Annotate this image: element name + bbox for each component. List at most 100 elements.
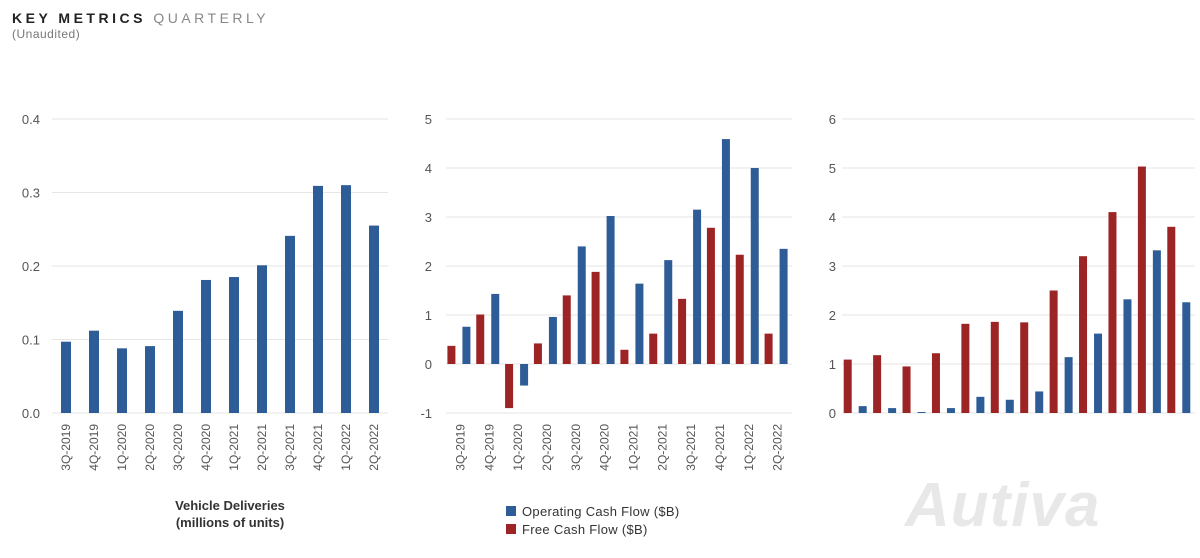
chart2-bar-blue bbox=[721, 139, 730, 364]
chart3-bar-red bbox=[1079, 256, 1088, 413]
legend-label: Operating Cash Flow ($B) bbox=[522, 503, 680, 519]
chart1-bar-blue bbox=[229, 277, 239, 413]
chart1-xtick-label: 2Q-2020 bbox=[143, 424, 157, 471]
chart2-bar-red bbox=[533, 343, 542, 364]
chart2-ytick-label: 3 bbox=[425, 210, 432, 225]
legend-swatch-red bbox=[506, 524, 516, 534]
chart2-bar-red bbox=[447, 345, 456, 364]
chart2-bar-blue bbox=[635, 283, 644, 364]
chart3-bar-blue bbox=[888, 408, 897, 413]
chart2-ytick-label: 5 bbox=[425, 112, 432, 127]
chart3-bar-red bbox=[1167, 226, 1176, 413]
chart1-xlabel-line1: Vehicle Deliveries bbox=[175, 498, 285, 513]
chart2-bar-red bbox=[706, 227, 715, 364]
chart1-ytick-label: 0.2 bbox=[22, 259, 40, 274]
chart2-bar-blue bbox=[491, 293, 500, 364]
chart2-xtick-label: 4Q-2021 bbox=[713, 424, 727, 471]
chart1-xtick-label: 4Q-2021 bbox=[311, 424, 325, 471]
chart1-xtick-label: 2Q-2021 bbox=[255, 424, 269, 471]
chart3-bar-blue bbox=[1094, 333, 1103, 413]
chart2-xtick-label: 2Q-2020 bbox=[540, 424, 554, 471]
title-light: QUARTERLY bbox=[153, 10, 270, 26]
chart3-bar-blue bbox=[1035, 391, 1044, 413]
chart3-bar-blue bbox=[1152, 250, 1161, 413]
chart1-ytick-label: 0.1 bbox=[22, 333, 40, 348]
chart1-bar-blue bbox=[145, 346, 155, 413]
header: KEY METRICS QUARTERLY (Unaudited) bbox=[12, 10, 269, 41]
chart1-xtick-label: 3Q-2019 bbox=[59, 424, 73, 471]
chart3-bar-red bbox=[1108, 212, 1117, 413]
chart1-ytick-label: 0.0 bbox=[22, 406, 40, 421]
chart2-ytick-label: 1 bbox=[425, 308, 432, 323]
chart2-bar-blue bbox=[779, 248, 788, 364]
page-subtitle: (Unaudited) bbox=[12, 27, 81, 41]
chart3-ytick-label: 4 bbox=[829, 210, 836, 225]
page-title: KEY METRICS QUARTERLY bbox=[12, 10, 269, 26]
chart1-bar-blue bbox=[61, 341, 71, 413]
chart3-bar-red bbox=[961, 323, 970, 413]
chart2-xtick-label: 1Q-2020 bbox=[511, 424, 525, 471]
chart2-bar-red bbox=[735, 254, 744, 364]
chart2-xtick-label: 2Q-2022 bbox=[771, 424, 785, 471]
chart2-bar-blue bbox=[664, 260, 673, 364]
title-bold: KEY METRICS bbox=[12, 10, 146, 26]
chart1-bar-blue bbox=[341, 185, 351, 413]
chart1-xtick-label: 2Q-2022 bbox=[367, 424, 381, 471]
chart1-xtick-label: 3Q-2020 bbox=[171, 424, 185, 471]
chart2-xtick-label: 4Q-2019 bbox=[482, 424, 496, 471]
chart3-ytick-label: 2 bbox=[829, 308, 836, 323]
chart3-bar-blue bbox=[946, 408, 955, 413]
chart1-xtick-label: 4Q-2020 bbox=[199, 424, 213, 471]
chart3-ytick-label: 3 bbox=[829, 259, 836, 274]
chart1-bar-blue bbox=[369, 225, 379, 413]
chart2-bar-blue bbox=[548, 316, 557, 364]
chart2-bar-blue bbox=[693, 209, 702, 364]
chart1-xlabel: Vehicle Deliveries (millions of units) bbox=[120, 497, 340, 531]
chart2-bar-blue bbox=[606, 216, 615, 364]
chart3-bar-red bbox=[931, 353, 940, 413]
chart2-bar-blue bbox=[750, 168, 759, 364]
chart3-bar-blue bbox=[858, 406, 867, 413]
chart1-xtick-label: 1Q-2020 bbox=[115, 424, 129, 471]
chart2-bar-red bbox=[562, 295, 571, 364]
chart1-ytick-label: 0.4 bbox=[22, 112, 40, 127]
chart3-bar-blue bbox=[1064, 357, 1073, 413]
chart2-bar-red bbox=[505, 364, 514, 409]
chart2-ytick-label: -1 bbox=[420, 406, 432, 421]
chart2-bar-red bbox=[649, 333, 658, 364]
chart1-xlabel-line2: (millions of units) bbox=[175, 515, 285, 530]
chart3-bar-red bbox=[873, 355, 882, 413]
chart1-bar-blue bbox=[285, 235, 295, 413]
chart1-xtick-label: 4Q-2019 bbox=[87, 424, 101, 471]
chart3-bar-red bbox=[1020, 322, 1029, 413]
legend-item-free-cash-flow: Free Cash Flow ($B) bbox=[506, 520, 679, 538]
chart1-bar-blue bbox=[117, 348, 127, 413]
chart2-bar-red bbox=[591, 271, 600, 364]
chart3-ytick-label: 0 bbox=[829, 406, 836, 421]
chart3-ytick-label: 1 bbox=[829, 357, 836, 372]
chart3-bar-red bbox=[1049, 290, 1058, 413]
chart1-bar-blue bbox=[201, 279, 211, 413]
chart1-ytick-label: 0.3 bbox=[22, 186, 40, 201]
chart2-legend: Operating Cash Flow ($B) Free Cash Flow … bbox=[506, 502, 679, 538]
chart2-ytick-label: 4 bbox=[425, 161, 432, 176]
chart2-bar-red bbox=[476, 314, 485, 364]
chart2-xtick-label: 4Q-2020 bbox=[598, 424, 612, 471]
chart2-xtick-label: 3Q-2021 bbox=[684, 424, 698, 471]
chart1-xtick-label: 3Q-2021 bbox=[283, 424, 297, 471]
watermark-logo: Autiva bbox=[905, 471, 1101, 540]
chart3-bar-blue bbox=[917, 412, 926, 414]
chart1-xtick-label: 1Q-2022 bbox=[339, 424, 353, 471]
legend-label: Free Cash Flow ($B) bbox=[522, 521, 648, 537]
chart2-bar-red bbox=[764, 333, 773, 364]
chart3-bar-red bbox=[902, 366, 911, 413]
chart3-bar-blue bbox=[1005, 399, 1014, 413]
chart3-bar-red bbox=[1137, 166, 1146, 413]
chart1-bar-blue bbox=[89, 330, 99, 413]
chart3-ytick-label: 6 bbox=[829, 112, 836, 127]
chart1-bar-blue bbox=[173, 310, 183, 413]
chart2-bar-red bbox=[678, 298, 687, 364]
chart2-bar-blue bbox=[577, 246, 586, 364]
chart1-xtick-label: 1Q-2021 bbox=[227, 424, 241, 471]
